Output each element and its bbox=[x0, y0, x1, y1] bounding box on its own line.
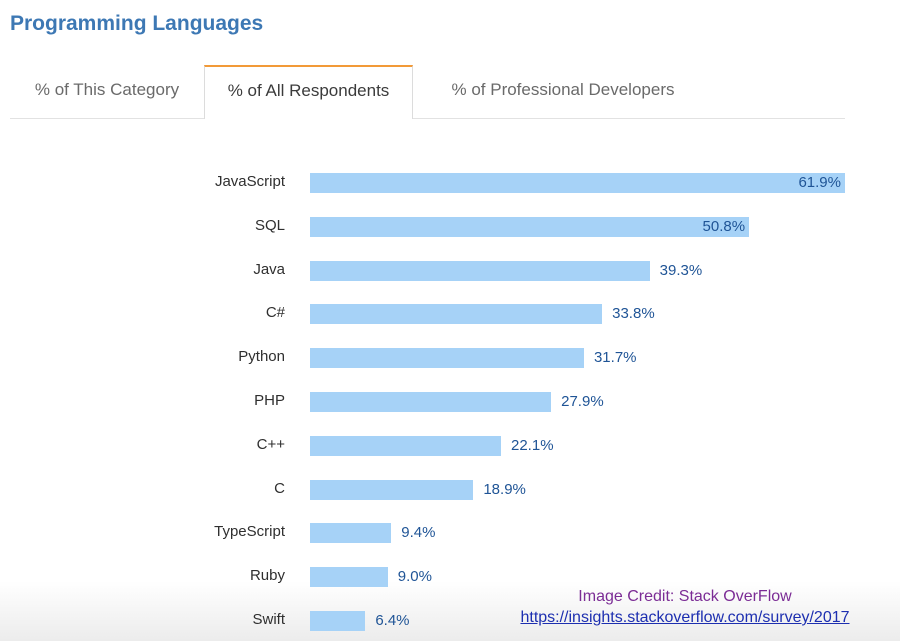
category-label: Swift bbox=[252, 611, 285, 628]
value-label: 33.8% bbox=[612, 305, 655, 323]
chart-row: C# 33.8% bbox=[0, 303, 900, 325]
chart-row: SQL 50.8% bbox=[0, 216, 900, 237]
value-label: 18.9% bbox=[483, 480, 526, 498]
tab-this-category[interactable]: % of This Category bbox=[34, 80, 180, 99]
bar[interactable] bbox=[310, 260, 650, 281]
credit-link[interactable]: https://insights.stackoverflow.com/surve… bbox=[520, 609, 850, 626]
bar[interactable] bbox=[310, 304, 603, 325]
category-label: Java bbox=[253, 260, 285, 278]
tab-professional-developers[interactable]: % of Professional Developers bbox=[451, 80, 675, 99]
category-label: SQL bbox=[254, 216, 285, 234]
value-label: 6.4% bbox=[375, 612, 410, 629]
chart-row: C 18.9% bbox=[0, 479, 900, 500]
bar[interactable] bbox=[310, 523, 392, 544]
tab-bar: % of This Category % of All Respondents … bbox=[10, 65, 845, 119]
image-credit: Image Credit: Stack OverFlow https://ins… bbox=[505, 587, 865, 629]
value-label: 61.9% bbox=[798, 174, 841, 191]
value-label: 31.7% bbox=[593, 349, 637, 367]
category-label: PHP bbox=[254, 392, 285, 409]
chart-row: Python 31.7% bbox=[0, 347, 900, 369]
chart-row: Java 39.3% bbox=[0, 260, 900, 281]
bar[interactable] bbox=[310, 567, 388, 588]
chart-row: TypeScript 9.4% bbox=[0, 522, 900, 544]
chart-row: JavaScript 61.9% bbox=[0, 172, 900, 193]
category-label: C# bbox=[265, 304, 285, 322]
value-label: 27.9% bbox=[561, 393, 604, 410]
chart-row: Swift 6.4% bbox=[0, 610, 900, 631]
bottom-fade bbox=[0, 581, 900, 641]
bar[interactable] bbox=[310, 173, 845, 193]
chart-row: C++ 22.1% bbox=[0, 435, 900, 456]
bar[interactable] bbox=[310, 435, 501, 456]
value-label: 9.4% bbox=[401, 524, 436, 542]
value-label: 9.0% bbox=[397, 568, 432, 586]
category-label: TypeScript bbox=[214, 523, 285, 541]
value-label: 22.1% bbox=[511, 436, 554, 454]
category-label: C++ bbox=[256, 435, 285, 453]
bar[interactable] bbox=[310, 216, 750, 237]
category-label: Python bbox=[238, 348, 285, 366]
bar[interactable] bbox=[310, 392, 552, 412]
bar[interactable] bbox=[310, 479, 474, 500]
page-title: Programming Languages bbox=[10, 12, 264, 35]
category-label: C bbox=[274, 479, 285, 497]
chart-row: Ruby 9.0% bbox=[0, 566, 900, 588]
chart-row: PHP 27.9% bbox=[0, 391, 900, 412]
tab-all-respondents[interactable]: % of All Respondents bbox=[204, 65, 413, 119]
bar[interactable] bbox=[310, 348, 584, 369]
category-label: Ruby bbox=[249, 567, 285, 585]
credit-text: Image Credit: Stack OverFlow bbox=[578, 588, 792, 605]
bar[interactable] bbox=[310, 611, 366, 631]
value-label: 39.3% bbox=[659, 261, 703, 279]
category-label: JavaScript bbox=[214, 173, 285, 190]
value-label: 50.8% bbox=[702, 217, 746, 235]
